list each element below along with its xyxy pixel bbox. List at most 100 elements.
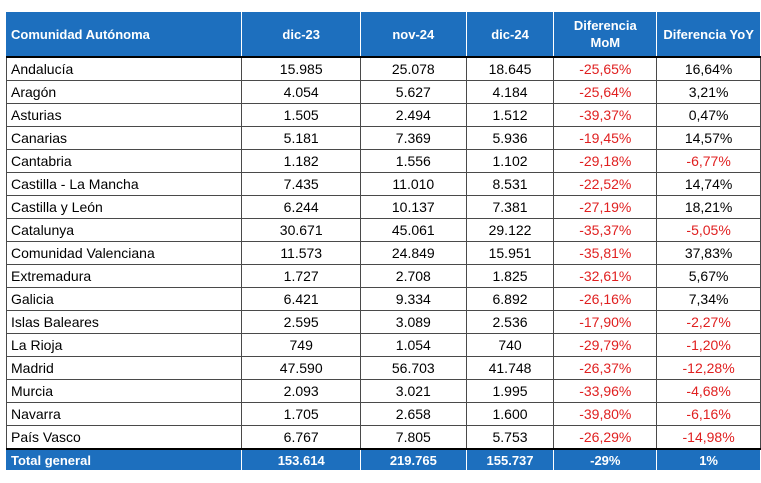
nov24-cell: 45.061 [359,218,467,242]
dic24-cell: 29.122 [465,218,555,242]
dic24-cell: 6.892 [465,287,555,311]
dic23-cell: 11.573 [241,241,361,265]
nov24-cell: 3.021 [359,379,467,403]
yoy-diff-cell: 7,34% [656,287,761,311]
nov24-cell: 11.010 [359,172,467,196]
dic23-cell: 2.595 [241,310,361,334]
yoy-diff-cell: 1% [656,448,761,471]
region-name-cell: Catalunya [5,218,243,242]
dic24-cell: 1.825 [465,264,555,288]
nov24-cell: 7.805 [359,425,467,450]
nov24-cell: 2.494 [359,103,467,127]
dic24-cell: 41.748 [465,356,555,380]
yoy-diff-cell: 37,83% [656,241,761,265]
nov24-cell: 1.556 [359,149,467,173]
table-row: Canarias 5.181 7.369 5.936 -19,45% 14,57% [5,126,761,150]
table-row: Madrid 47.590 56.703 41.748 -26,37% -12,28% [5,356,761,380]
dic24-cell: 1.512 [465,103,555,127]
mom-diff-cell: -26,37% [553,356,658,380]
dic23-cell: 6.244 [241,195,361,219]
region-name-cell: Andalucía [5,56,243,81]
yoy-diff-cell: -6,16% [656,402,761,426]
dic23-cell: 4.054 [241,80,361,104]
yoy-diff-cell: 16,64% [656,56,761,81]
table-row: Asturias 1.505 2.494 1.512 -39,37% 0,47% [5,103,761,127]
nov24-cell: 56.703 [359,356,467,380]
table-row: Galicia 6.421 9.334 6.892 -26,16% 7,34% [5,287,761,311]
total-row: Total general 153.614 219.765 155.737 -29% 1% [5,448,761,471]
mom-diff-cell: -39,37% [553,103,658,127]
dic24-cell: 7.381 [465,195,555,219]
mom-diff-cell: -39,80% [553,402,658,426]
mom-diff-cell: -25,65% [553,56,658,81]
dic23-cell: 153.614 [241,448,361,471]
table-row: Cantabria 1.182 1.556 1.102 -29,18% -6,77% [5,149,761,173]
table-row: Aragón 4.054 5.627 4.184 -25,64% 3,21% [5,80,761,104]
nov24-cell: 2.708 [359,264,467,288]
region-name-cell: Extremadura [5,264,243,288]
mom-diff-cell: -29,79% [553,333,658,357]
dic24-cell: 740 [465,333,555,357]
dic24-cell: 4.184 [465,80,555,104]
header-comunidad: Comunidad Autónoma [5,11,243,58]
dic24-cell: 5.753 [465,425,555,450]
region-name-cell: Galicia [5,287,243,311]
nov24-cell: 3.089 [359,310,467,334]
header-dic24: dic-24 [465,11,555,58]
yoy-diff-cell: 3,21% [656,80,761,104]
yoy-diff-cell: -2,27% [656,310,761,334]
nov24-cell: 10.137 [359,195,467,219]
region-name-cell: Castilla y León [5,195,243,219]
yoy-diff-cell: -4,68% [656,379,761,403]
dic23-cell: 15.985 [241,56,361,81]
region-name-cell: Asturias [5,103,243,127]
dic23-cell: 30.671 [241,218,361,242]
nov24-cell: 7.369 [359,126,467,150]
region-name-cell: Madrid [5,356,243,380]
table-row: Islas Baleares 2.595 3.089 2.536 -17,90% -2,2… [5,310,761,334]
mom-diff-cell: -26,16% [553,287,658,311]
region-name-cell: Aragón [5,80,243,104]
dic24-cell: 155.737 [465,448,555,471]
dic23-cell: 7.435 [241,172,361,196]
yoy-diff-cell: 5,67% [656,264,761,288]
dic23-cell: 6.421 [241,287,361,311]
mom-diff-cell: -29,18% [553,149,658,173]
table-row: Andalucía 15.985 25.078 18.645 -25,65% 16,64% [5,56,761,81]
dic24-cell: 1.995 [465,379,555,403]
header-row: Comunidad Autónoma dic-23 nov-24 dic-24 … [5,11,761,58]
region-name-cell: Cantabria [5,149,243,173]
yoy-diff-cell: 14,74% [656,172,761,196]
yoy-diff-cell: -14,98% [656,425,761,450]
dic24-cell: 15.951 [465,241,555,265]
dic23-cell: 47.590 [241,356,361,380]
nov24-cell: 25.078 [359,56,467,81]
table-row: Catalunya 30.671 45.061 29.122 -35,37% -5,05% [5,218,761,242]
table-row: Castilla y León 6.244 10.137 7.381 -27,19% 18… [5,195,761,219]
mom-diff-cell: -35,81% [553,241,658,265]
nov24-cell: 2.658 [359,402,467,426]
table-row: Extremadura 1.727 2.708 1.825 -32,61% 5,67% [5,264,761,288]
dic23-cell: 1.705 [241,402,361,426]
dic23-cell: 6.767 [241,425,361,450]
region-name-cell: Castilla - La Mancha [5,172,243,196]
dic24-cell: 1.102 [465,149,555,173]
header-diferencia-mom: Diferencia MoM [553,11,658,58]
yoy-diff-cell: -5,05% [656,218,761,242]
table-row: Murcia 2.093 3.021 1.995 -33,96% -4,68% [5,379,761,403]
mom-diff-cell: -27,19% [553,195,658,219]
mom-diff-cell: -17,90% [553,310,658,334]
nov24-cell: 9.334 [359,287,467,311]
region-name-cell: Total general [5,448,243,471]
mom-diff-cell: -22,52% [553,172,658,196]
header-diferencia-yoy: Diferencia YoY [656,11,761,58]
dic24-cell: 2.536 [465,310,555,334]
mom-diff-cell: -19,45% [553,126,658,150]
table-row: Comunidad Valenciana 11.573 24.849 15.951 -3… [5,241,761,265]
dic24-cell: 18.645 [465,56,555,81]
nov24-cell: 219.765 [359,448,467,471]
header-dic23: dic-23 [241,11,361,58]
dic23-cell: 1.505 [241,103,361,127]
table-row: La Rioja 749 1.054 740 -29,79% -1,20% [5,333,761,357]
header-nov24: nov-24 [359,11,467,58]
